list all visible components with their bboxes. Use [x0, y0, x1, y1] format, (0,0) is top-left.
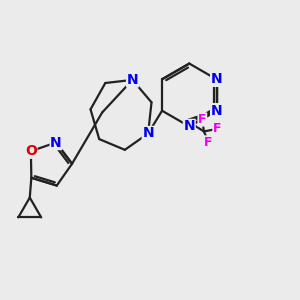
Text: N: N	[211, 104, 222, 118]
Text: N: N	[184, 119, 195, 134]
Text: N: N	[211, 72, 222, 86]
Text: O: O	[25, 144, 37, 158]
Text: N: N	[142, 127, 154, 140]
Text: N: N	[211, 104, 222, 118]
Text: N: N	[50, 136, 62, 149]
Text: F: F	[204, 136, 213, 149]
Text: F: F	[198, 113, 207, 126]
Text: F: F	[213, 122, 221, 135]
Text: N: N	[127, 73, 138, 87]
